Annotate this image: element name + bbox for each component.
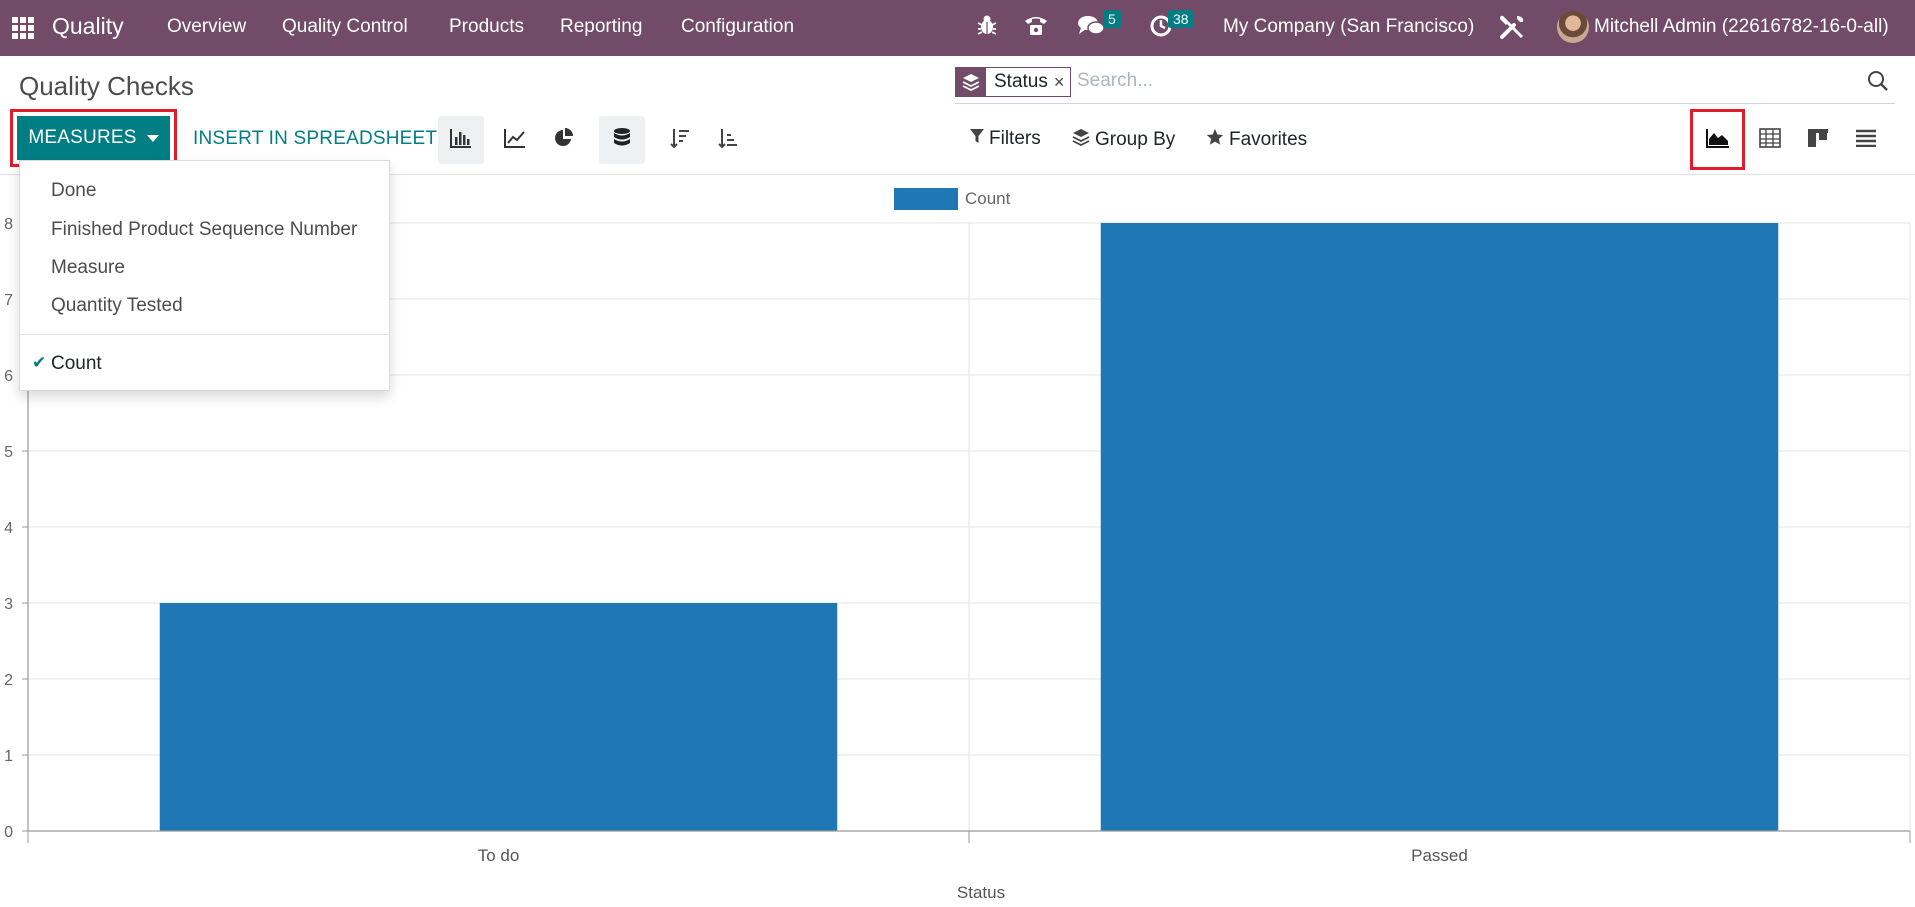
menu-products[interactable]: Products xyxy=(449,16,524,37)
user-menu[interactable]: Mitchell Admin (22616782-16-0-all) xyxy=(1594,16,1889,37)
measures-label: MEASURES xyxy=(28,127,137,148)
y-tick-label-1: 1 xyxy=(4,748,13,765)
layers-icon xyxy=(1072,128,1090,152)
line-chart-button[interactable] xyxy=(492,116,538,164)
page-title: Quality Checks xyxy=(19,71,194,101)
database-stack-icon xyxy=(613,127,631,154)
x-axis-title: Status xyxy=(957,883,1005,902)
bar-chart-button[interactable] xyxy=(438,116,484,164)
debug-tools-icon[interactable] xyxy=(1498,13,1526,47)
pie-chart-button[interactable] xyxy=(541,116,587,164)
favorites-label: Favorites xyxy=(1229,129,1308,150)
company-switcher[interactable]: My Company (San Francisco) xyxy=(1223,16,1475,37)
list-icon xyxy=(1855,129,1877,152)
sort-ascending-icon xyxy=(717,127,739,154)
y-tick-label-2: 2 xyxy=(4,672,13,689)
view-graph-button[interactable] xyxy=(1696,120,1740,160)
facet-remove-icon[interactable]: × xyxy=(1053,71,1065,92)
activities-count-badge: 38 xyxy=(1168,10,1194,28)
check-icon: ✔ xyxy=(32,353,47,372)
menu-quality-control[interactable]: Quality Control xyxy=(282,16,408,37)
area-chart-icon xyxy=(1706,128,1730,153)
favorites-button[interactable]: Favorites xyxy=(1206,128,1307,152)
pie-chart-icon xyxy=(553,127,575,154)
messages-count-badge: 5 xyxy=(1103,10,1121,28)
measure-option-count[interactable]: Count xyxy=(51,353,102,374)
table-grid-icon xyxy=(1759,127,1781,153)
x-tick-label-to-do: To do xyxy=(478,846,520,865)
messages-icon[interactable] xyxy=(1077,14,1105,44)
measure-option-measure[interactable]: Measure xyxy=(51,257,125,278)
y-tick-label-5: 5 xyxy=(4,444,13,461)
bar-to-do[interactable] xyxy=(159,603,838,831)
group-by-layers-icon xyxy=(956,68,986,96)
stacked-button[interactable] xyxy=(599,116,645,164)
y-tick-label-6: 6 xyxy=(4,368,13,385)
y-tick-label-0: 0 xyxy=(4,824,13,841)
menu-reporting[interactable]: Reporting xyxy=(560,16,643,37)
apps-menu-icon[interactable] xyxy=(12,17,34,39)
search-bar: Status × xyxy=(955,64,1895,104)
insert-in-spreadsheet-button[interactable]: INSERT IN SPREADSHEET xyxy=(193,128,438,149)
view-pivot-button[interactable] xyxy=(1748,120,1792,160)
group-by-button[interactable]: Group By xyxy=(1072,128,1175,152)
dropdown-divider xyxy=(20,334,389,335)
view-list-button[interactable] xyxy=(1844,120,1888,160)
filter-funnel-icon xyxy=(970,128,984,150)
bar-passed[interactable] xyxy=(1100,223,1779,831)
facet-value: Status xyxy=(994,71,1048,92)
group-by-label: Group By xyxy=(1095,129,1176,150)
top-navbar: Quality Overview Quality Control Product… xyxy=(0,0,1915,56)
filters-label: Filters xyxy=(989,128,1041,149)
filters-button[interactable]: Filters xyxy=(970,128,1041,150)
line-chart-icon xyxy=(504,128,526,153)
legend-label[interactable]: Count xyxy=(965,189,1011,208)
search-input[interactable] xyxy=(1077,70,1757,92)
y-tick-label-7: 7 xyxy=(4,292,13,309)
search-icon[interactable] xyxy=(1867,70,1889,97)
sort-ascending-button[interactable] xyxy=(705,116,751,164)
sort-descending-button[interactable] xyxy=(657,116,703,164)
y-tick-label-4: 4 xyxy=(4,520,13,537)
sort-descending-icon xyxy=(669,127,691,154)
kanban-icon xyxy=(1807,128,1829,153)
caret-down-icon xyxy=(146,134,159,142)
graph-view-highlight xyxy=(1690,109,1745,170)
menu-overview[interactable]: Overview xyxy=(167,16,247,37)
legend-swatch[interactable] xyxy=(894,188,958,210)
y-tick-label-3: 3 xyxy=(4,596,13,613)
x-tick-label-passed: Passed xyxy=(1411,846,1468,865)
measure-option-finished-product-sequence-number[interactable]: Finished Product Sequence Number xyxy=(51,219,358,240)
user-avatar[interactable] xyxy=(1557,11,1589,43)
phone-icon[interactable] xyxy=(1023,13,1049,43)
measures-dropdown: Done Finished Product Sequence Number Me… xyxy=(19,160,390,391)
y-tick-label-8: 8 xyxy=(4,216,13,233)
search-facet: Status × xyxy=(955,67,1072,97)
app-brand[interactable]: Quality xyxy=(52,13,124,39)
measures-button[interactable]: MEASURES xyxy=(17,116,170,160)
bug-icon[interactable] xyxy=(977,14,997,42)
measure-option-done[interactable]: Done xyxy=(51,180,97,201)
bar-chart-icon xyxy=(450,128,472,153)
star-icon xyxy=(1206,128,1224,152)
control-panel-divider xyxy=(0,174,1915,175)
view-kanban-button[interactable] xyxy=(1796,120,1840,160)
menu-configuration[interactable]: Configuration xyxy=(681,16,795,37)
measure-option-quantity-tested[interactable]: Quantity Tested xyxy=(51,295,183,316)
